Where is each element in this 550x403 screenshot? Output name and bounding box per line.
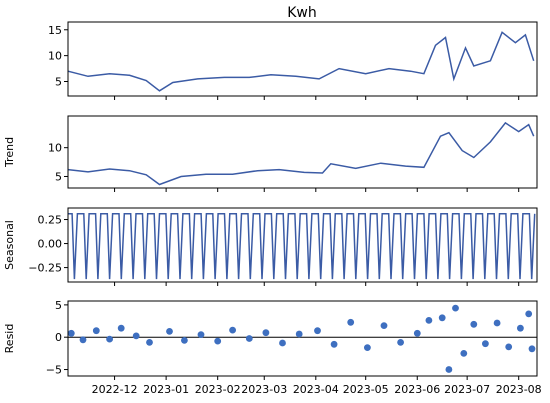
seasonal-line — [68, 213, 536, 280]
resid-point — [438, 314, 446, 322]
observed-frame — [67, 21, 538, 97]
resid-point — [314, 327, 321, 335]
resid-point — [106, 335, 113, 343]
observed-ytick-label: 15 — [48, 24, 62, 37]
resid-point — [92, 327, 100, 335]
trend-panel: 5 10 Trend — [3, 115, 538, 192]
resid-point — [181, 337, 188, 344]
resid-point — [132, 332, 140, 340]
resid-point — [229, 326, 237, 334]
trend-ylabel: Trend — [3, 137, 16, 168]
xtick-label: 2023-06 — [394, 383, 440, 396]
resid-point — [67, 329, 75, 337]
x-axis-ticks: 2022-12 2023-01 2023-02 2023-03 2023-04 2023-… — [92, 383, 542, 396]
resid-ytick-label: 5 — [55, 299, 62, 312]
resid-point — [330, 340, 338, 348]
resid-ytick-label: −5 — [46, 364, 62, 377]
resid-point — [295, 330, 303, 338]
observed-line — [67, 31, 535, 92]
resid-point — [197, 331, 205, 338]
seasonal-ytick-label: 0.25 — [38, 214, 63, 227]
resid-ylabel: Resid — [3, 324, 16, 354]
resid-point — [214, 337, 222, 345]
trend-line — [67, 121, 535, 186]
xtick-label: 2022-12 — [92, 383, 138, 396]
seasonal-ytick-label: −0.25 — [28, 262, 62, 275]
resid-point — [505, 343, 513, 351]
resid-point — [413, 329, 421, 337]
seasonal-ytick-label: 0.00 — [38, 238, 63, 251]
resid-point — [397, 339, 404, 346]
resid-point — [425, 317, 433, 324]
resid-point — [364, 344, 371, 351]
resid-ytick-label: 0 — [55, 331, 62, 344]
xtick-label: 2023-08 — [496, 383, 542, 396]
seasonal-panel: 0.25 0.00 −0.25 Seasonal — [3, 207, 538, 286]
resid-point — [347, 318, 355, 326]
trend-ytick-label: 5 — [55, 170, 62, 183]
resid-point — [517, 324, 524, 332]
resid-point — [166, 328, 173, 335]
resid-point — [482, 340, 489, 348]
resid-point — [452, 304, 459, 312]
xtick-label: 2023-05 — [343, 383, 389, 396]
resid-point — [445, 366, 453, 373]
xtick-label: 2023-02 — [195, 383, 241, 396]
resid-point — [146, 339, 153, 346]
resid-point — [380, 322, 388, 329]
observed-panel: 5 10 15 — [48, 21, 538, 100]
resid-point — [525, 310, 533, 318]
resid-point — [262, 329, 270, 337]
resid-point — [528, 345, 536, 353]
xtick-label: 2023-01 — [143, 383, 189, 396]
resid-point — [117, 324, 125, 332]
chart-title: Kwh — [287, 5, 317, 21]
residual-panel: 5 0 −5 Resid — [3, 299, 538, 380]
trend-frame — [67, 115, 538, 189]
resid-point — [493, 319, 501, 327]
resid-point — [470, 320, 478, 328]
seasonal-ylabel: Seasonal — [3, 220, 16, 270]
observed-ytick-label: 5 — [55, 76, 62, 89]
resid-frame — [67, 300, 538, 377]
xtick-label: 2023-07 — [444, 383, 490, 396]
seasonal-frame — [67, 207, 538, 283]
resid-point — [245, 335, 253, 342]
xtick-label: 2023-04 — [293, 383, 339, 396]
resid-point — [460, 350, 468, 357]
trend-ytick-label: 10 — [48, 142, 62, 155]
xtick-label: 2023-03 — [241, 383, 287, 396]
resid-point — [279, 339, 286, 347]
resid-point — [79, 336, 87, 344]
observed-ytick-label: 10 — [48, 50, 62, 63]
